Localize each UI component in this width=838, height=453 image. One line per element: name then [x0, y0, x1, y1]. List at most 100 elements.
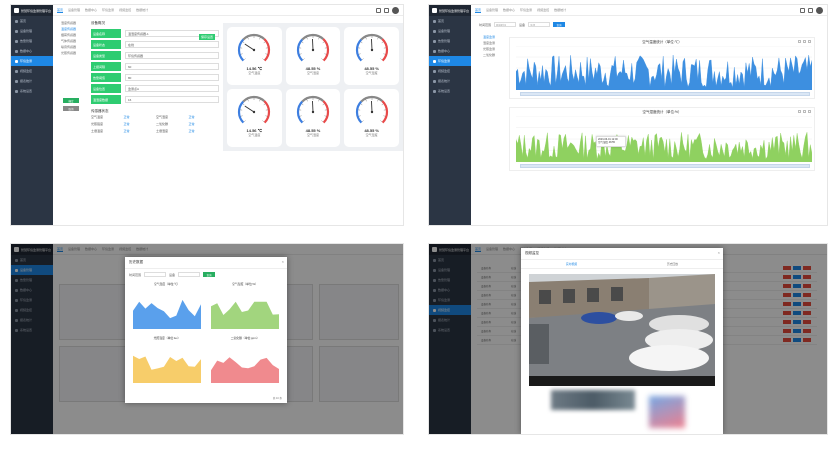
tab-item[interactable]: 设备管理 [486, 246, 499, 251]
action-button[interactable] [803, 293, 811, 297]
sidebar-item[interactable]: 告警管理 [429, 36, 471, 46]
action-button[interactable] [783, 338, 791, 342]
action-button[interactable] [793, 293, 801, 297]
search-icon[interactable] [800, 8, 805, 13]
confirm-button[interactable]: 确定 [63, 98, 79, 103]
sidebar-item[interactable]: 数据中心 [429, 46, 471, 56]
save-settings-button[interactable]: 保存设置 [199, 34, 215, 40]
sidebar-item[interactable]: 首页 [429, 16, 471, 26]
action-button[interactable] [793, 311, 801, 315]
pager[interactable]: 共 10 条 [272, 397, 282, 400]
sidebar-item[interactable]: 视频监控 [11, 66, 53, 76]
action-button[interactable] [803, 329, 811, 333]
sidebar-item[interactable]: 报表统计 [429, 315, 471, 325]
device-select[interactable] [178, 272, 201, 277]
sidebar-item[interactable]: 报表统计 [11, 76, 53, 86]
sidebar-item[interactable]: 告警管理 [11, 275, 53, 285]
action-button[interactable] [803, 320, 811, 324]
sidebar-item[interactable]: 环境监测 [429, 56, 471, 66]
sidebar-item[interactable]: 数据中心 [11, 46, 53, 56]
tab-item[interactable]: 首页 [57, 246, 64, 252]
tab-item[interactable]: 环境监测 [102, 246, 115, 251]
action-button[interactable] [793, 284, 801, 288]
sidebar-item[interactable]: 设备管理 [11, 265, 53, 275]
action-button[interactable] [793, 338, 801, 342]
sidebar-item[interactable]: 环境监测 [11, 295, 53, 305]
action-button[interactable] [803, 338, 811, 342]
reset-icon[interactable] [803, 110, 806, 113]
close-icon[interactable]: × [281, 259, 284, 264]
avatar[interactable] [816, 7, 823, 14]
tree-item[interactable]: 湿度监测 [483, 41, 496, 45]
tree-item[interactable]: 噪音传感器 [61, 45, 77, 49]
zoom-icon[interactable] [798, 110, 801, 113]
tab-item[interactable]: 数据中心 [85, 246, 98, 251]
field-input[interactable]: 温湿度传感器-1 [125, 30, 219, 37]
tab-item[interactable]: 数据统计 [136, 246, 149, 251]
field-input[interactable]: 环境传感器 [125, 52, 219, 59]
sidebar-item[interactable]: 告警管理 [11, 36, 53, 46]
tab-live[interactable]: 实时视频 [565, 262, 578, 266]
action-button[interactable] [793, 320, 801, 324]
action-button[interactable] [793, 275, 801, 279]
sidebar-item[interactable]: 首页 [11, 16, 53, 26]
tab-item[interactable]: 设备管理 [486, 7, 499, 12]
action-button[interactable] [793, 329, 801, 333]
close-icon[interactable]: × [717, 250, 720, 255]
device-card[interactable] [318, 346, 399, 402]
sidebar-item[interactable]: 系统设置 [429, 325, 471, 335]
sidebar-item[interactable]: 视频监控 [429, 66, 471, 76]
sidebar-item[interactable]: 系统设置 [429, 86, 471, 96]
action-button[interactable] [793, 302, 801, 306]
sidebar-item[interactable]: 系统设置 [11, 325, 53, 335]
action-button[interactable] [783, 284, 791, 288]
zoom-slider[interactable] [520, 92, 810, 96]
action-button[interactable] [783, 293, 791, 297]
sidebar-item[interactable]: 视频监控 [429, 305, 471, 315]
sidebar-item[interactable]: 视频监控 [11, 305, 53, 315]
query-button[interactable]: 查询 [553, 22, 566, 27]
sidebar-item[interactable]: 环境监测 [11, 56, 53, 66]
download-icon[interactable] [808, 40, 811, 43]
tab-item[interactable]: 数据中心 [85, 7, 98, 12]
field-input[interactable]: 在线 [125, 41, 219, 48]
tab-item[interactable]: 环境监测 [102, 7, 115, 12]
tab-item[interactable]: 首页 [57, 7, 64, 13]
tab-item[interactable]: 首页 [475, 246, 482, 252]
fullscreen-icon[interactable] [808, 8, 813, 13]
search-icon[interactable] [376, 8, 381, 13]
tab-item[interactable]: 数据统计 [554, 7, 567, 12]
zoom-slider[interactable] [520, 164, 810, 168]
download-icon[interactable] [808, 110, 811, 113]
sidebar-item[interactable]: 首页 [429, 255, 471, 265]
device-select[interactable]: 全部 [528, 22, 551, 27]
action-button[interactable] [783, 275, 791, 279]
sidebar-item[interactable]: 设备管理 [429, 265, 471, 275]
action-button[interactable] [783, 266, 791, 270]
action-button[interactable] [803, 302, 811, 306]
sidebar-item[interactable]: 设备管理 [429, 26, 471, 36]
sidebar-item[interactable]: 系统设置 [11, 86, 53, 96]
sidebar-item[interactable]: 环境监测 [429, 295, 471, 305]
reset-icon[interactable] [803, 40, 806, 43]
tab-item[interactable]: 设备管理 [68, 7, 81, 12]
sidebar-item[interactable]: 首页 [11, 255, 53, 265]
tab-item[interactable]: 首页 [475, 7, 482, 13]
zoom-icon[interactable] [798, 40, 801, 43]
action-button[interactable] [803, 266, 811, 270]
date-input[interactable]: 开始时间 [494, 22, 517, 27]
tree-item[interactable]: 二氧化碳 [483, 53, 496, 57]
tab-item[interactable]: 环境监测 [520, 7, 533, 12]
tree-item[interactable]: 光照传感器 [61, 51, 77, 55]
tree-item[interactable]: 光照监测 [483, 47, 496, 51]
date-input[interactable] [144, 272, 167, 277]
tab-item[interactable]: 数据中心 [503, 7, 516, 12]
field-input[interactable]: 60 [125, 63, 219, 70]
tab-item[interactable]: 设备管理 [68, 246, 81, 251]
field-input[interactable]: 16 [125, 96, 219, 103]
action-button[interactable] [803, 275, 811, 279]
action-button[interactable] [783, 311, 791, 315]
sidebar-item[interactable]: 报表统计 [429, 76, 471, 86]
action-button[interactable] [783, 302, 791, 306]
query-button[interactable]: 查询 [203, 272, 216, 277]
